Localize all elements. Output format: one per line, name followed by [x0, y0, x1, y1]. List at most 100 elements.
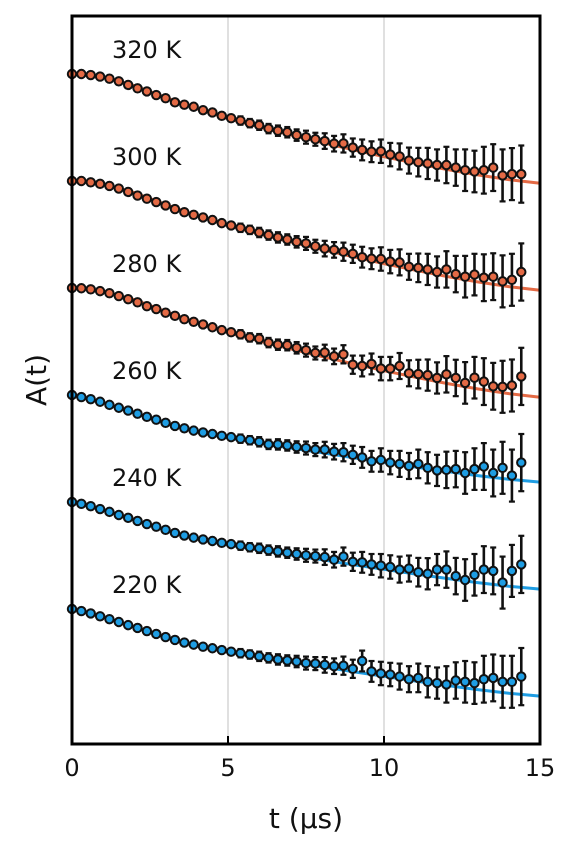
- data-point: [385, 141, 396, 168]
- marker: [207, 322, 218, 333]
- data-point: [179, 637, 190, 648]
- data-point: [282, 338, 293, 352]
- data-point: [244, 434, 256, 446]
- marker: [225, 113, 237, 124]
- marker: [431, 564, 443, 575]
- marker: [319, 551, 330, 563]
- data-point: [450, 148, 461, 187]
- marker: [188, 316, 199, 327]
- data-point: [338, 241, 349, 262]
- marker: [413, 156, 424, 168]
- marker: [141, 301, 153, 312]
- data-point: [244, 224, 256, 236]
- marker: [141, 193, 153, 204]
- marker: [179, 423, 190, 434]
- data-point: [394, 351, 405, 381]
- data-point: [207, 535, 218, 547]
- marker: [188, 101, 199, 112]
- marker: [197, 534, 209, 545]
- data-point: [459, 148, 471, 193]
- data-point: [310, 345, 321, 361]
- data-point: [506, 654, 518, 709]
- data-point: [151, 196, 162, 208]
- marker: [254, 333, 265, 344]
- data-points: [66, 68, 527, 709]
- marker: [300, 442, 312, 454]
- data-point: [431, 666, 443, 700]
- marker: [207, 535, 218, 547]
- data-point: [94, 178, 106, 190]
- marker: [431, 266, 443, 278]
- marker: [469, 677, 480, 689]
- marker: [431, 677, 443, 689]
- data-point: [113, 290, 125, 302]
- data-point: [188, 316, 199, 327]
- data-point: [151, 303, 162, 315]
- marker: [104, 73, 115, 84]
- marker: [469, 269, 480, 280]
- data-point: [431, 552, 443, 587]
- data-point: [85, 69, 96, 81]
- marker: [254, 120, 265, 131]
- data-point: [263, 122, 274, 135]
- marker: [160, 92, 171, 104]
- marker: [328, 446, 340, 457]
- marker: [385, 669, 396, 680]
- marker: [516, 457, 527, 468]
- data-point: [441, 550, 452, 589]
- data-point: [375, 138, 387, 165]
- marker: [413, 262, 424, 274]
- data-point: [291, 340, 302, 355]
- marker: [113, 616, 125, 628]
- data-point: [516, 242, 527, 302]
- marker: [282, 655, 293, 666]
- marker: [188, 209, 199, 221]
- marker: [216, 644, 227, 656]
- data-point: [291, 547, 302, 561]
- marker: [179, 530, 190, 541]
- marker: [76, 605, 87, 617]
- marker: [394, 360, 405, 372]
- data-point: [478, 545, 490, 595]
- data-point: [488, 252, 499, 302]
- marker: [450, 463, 461, 475]
- marker: [310, 134, 321, 145]
- data-point: [403, 554, 415, 583]
- marker: [356, 144, 368, 156]
- marker: [459, 467, 471, 479]
- data-point: [169, 97, 181, 108]
- marker: [403, 460, 415, 472]
- marker: [422, 568, 433, 579]
- marker: [338, 551, 349, 562]
- data-point: [197, 319, 209, 330]
- data-point: [488, 143, 499, 193]
- data-point: [197, 534, 209, 545]
- data-point: [244, 541, 256, 553]
- data-point: [478, 253, 490, 303]
- data-point: [347, 243, 358, 264]
- marker: [413, 567, 424, 578]
- marker: [151, 521, 162, 532]
- marker: [422, 369, 433, 381]
- marker: [310, 241, 321, 252]
- marker: [441, 564, 452, 575]
- data-point: [338, 344, 349, 365]
- data-point: [282, 654, 293, 667]
- marker: [141, 411, 153, 423]
- marker: [76, 391, 87, 403]
- marker: [244, 542, 256, 553]
- marker: [441, 679, 452, 690]
- data-point: [413, 146, 424, 178]
- marker: [469, 569, 480, 580]
- data-point: [272, 124, 284, 137]
- data-point: [263, 229, 274, 241]
- data-point: [385, 355, 396, 382]
- marker: [263, 652, 274, 664]
- marker: [488, 162, 499, 173]
- marker: [403, 563, 415, 574]
- data-point: [506, 358, 518, 413]
- marker: [506, 470, 518, 481]
- data-point: [310, 238, 321, 254]
- data-point: [328, 241, 340, 259]
